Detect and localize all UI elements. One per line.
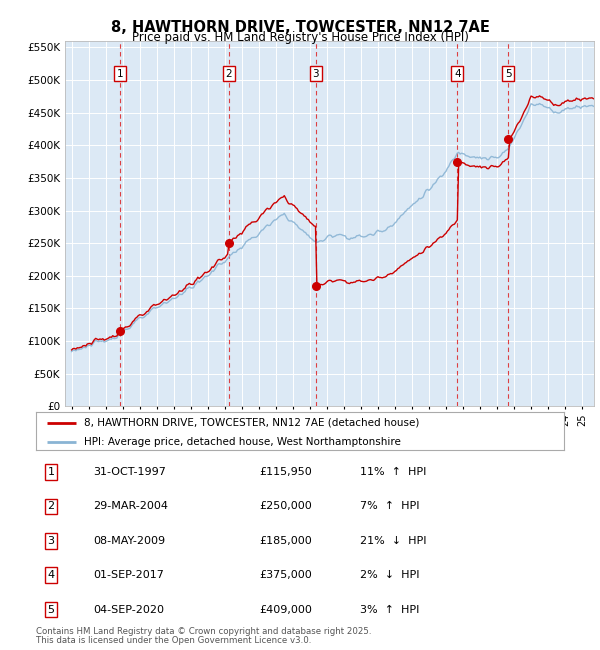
Text: 4: 4 <box>454 68 461 79</box>
Text: 08-MAY-2009: 08-MAY-2009 <box>93 536 165 546</box>
Text: 7%  ↑  HPI: 7% ↑ HPI <box>360 501 419 512</box>
Text: £409,000: £409,000 <box>259 604 312 615</box>
Text: 2%  ↓  HPI: 2% ↓ HPI <box>360 570 419 580</box>
Text: 01-SEP-2017: 01-SEP-2017 <box>93 570 164 580</box>
Text: 8, HAWTHORN DRIVE, TOWCESTER, NN12 7AE (detached house): 8, HAWTHORN DRIVE, TOWCESTER, NN12 7AE (… <box>83 418 419 428</box>
Text: 3: 3 <box>47 536 55 546</box>
Text: 11%  ↑  HPI: 11% ↑ HPI <box>360 467 427 477</box>
Text: 2: 2 <box>47 501 55 512</box>
Text: 21%  ↓  HPI: 21% ↓ HPI <box>360 536 427 546</box>
Text: 1: 1 <box>47 467 55 477</box>
Text: £185,000: £185,000 <box>259 536 312 546</box>
Text: 31-OCT-1997: 31-OCT-1997 <box>93 467 166 477</box>
Text: 3: 3 <box>313 68 319 79</box>
Text: £250,000: £250,000 <box>259 501 312 512</box>
Text: Contains HM Land Registry data © Crown copyright and database right 2025.: Contains HM Land Registry data © Crown c… <box>36 627 371 636</box>
Text: This data is licensed under the Open Government Licence v3.0.: This data is licensed under the Open Gov… <box>36 636 311 645</box>
Text: 29-MAR-2004: 29-MAR-2004 <box>93 501 168 512</box>
Text: 2: 2 <box>226 68 232 79</box>
Text: 3%  ↑  HPI: 3% ↑ HPI <box>360 604 419 615</box>
Text: 4: 4 <box>47 570 55 580</box>
Text: 1: 1 <box>116 68 123 79</box>
Text: 8, HAWTHORN DRIVE, TOWCESTER, NN12 7AE: 8, HAWTHORN DRIVE, TOWCESTER, NN12 7AE <box>110 20 490 34</box>
Text: HPI: Average price, detached house, West Northamptonshire: HPI: Average price, detached house, West… <box>83 437 400 447</box>
Text: Price paid vs. HM Land Registry's House Price Index (HPI): Price paid vs. HM Land Registry's House … <box>131 31 469 44</box>
Text: 5: 5 <box>505 68 512 79</box>
Text: £375,000: £375,000 <box>259 570 312 580</box>
Text: £115,950: £115,950 <box>259 467 312 477</box>
Text: 5: 5 <box>47 604 55 615</box>
Text: 04-SEP-2020: 04-SEP-2020 <box>93 604 164 615</box>
